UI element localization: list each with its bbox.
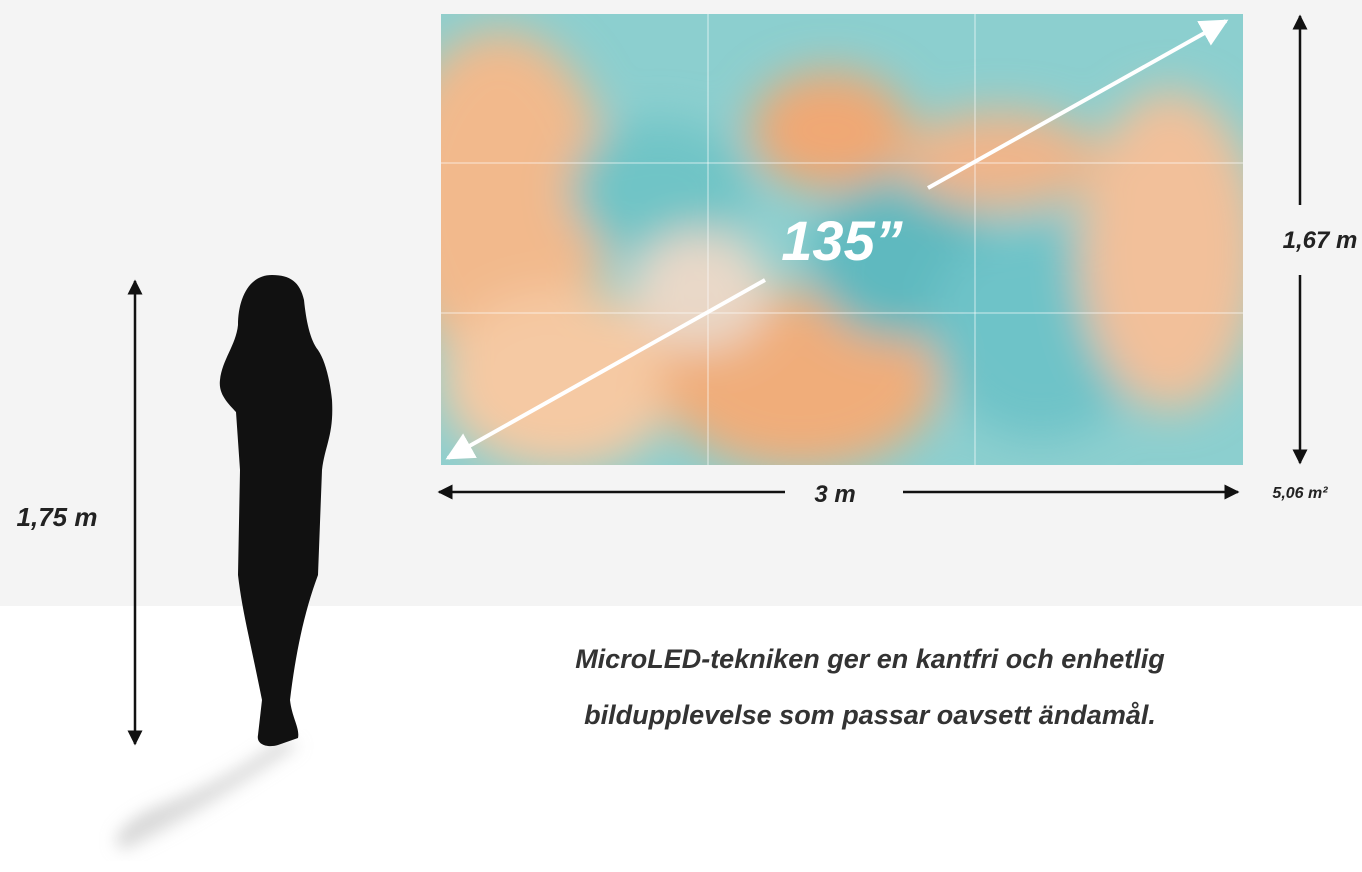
caption-line: bildupplevelse som passar oavsett ändamå… <box>584 700 1156 730</box>
height-label: 1,67 m <box>1283 227 1358 254</box>
person-silhouette <box>115 275 333 850</box>
diagonal-arrow <box>445 19 1229 460</box>
width-label: 3 m <box>814 481 855 508</box>
caption-line: MicroLED-tekniken ger en kantfri och enh… <box>575 644 1165 674</box>
screen <box>441 14 1243 465</box>
area-label: 5,06 m² <box>1272 485 1328 502</box>
person-height-label: 1,75 m <box>17 502 98 532</box>
diagonal-label: 135” <box>781 209 902 272</box>
